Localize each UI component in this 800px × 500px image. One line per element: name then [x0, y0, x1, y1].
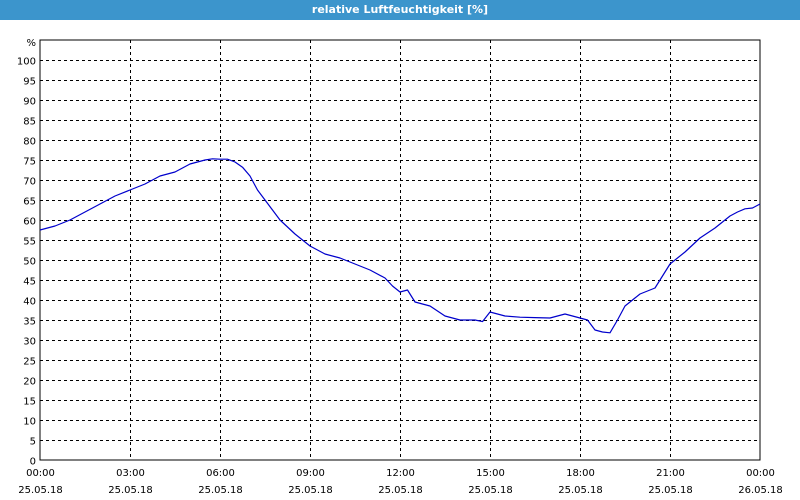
- y-tick-label: 5: [30, 437, 36, 448]
- y-tick-label: 30: [23, 337, 36, 348]
- y-tick-label: 55: [23, 237, 36, 248]
- x-tick-time: 06:00: [206, 468, 235, 479]
- y-tick-label: 65: [23, 197, 36, 208]
- y-axis-label: %: [26, 38, 36, 49]
- x-tick-time: 21:00: [656, 468, 685, 479]
- x-tick-date: 25.05.18: [288, 485, 333, 496]
- y-tick-label: 20: [23, 377, 36, 388]
- y-tick-label: 50: [23, 257, 36, 268]
- x-tick-time: 03:00: [116, 468, 145, 479]
- y-tick-label: 40: [23, 297, 36, 308]
- y-tick-label: 15: [23, 397, 36, 408]
- y-tick-label: 70: [23, 177, 36, 188]
- x-tick-time: 00:00: [746, 468, 775, 479]
- x-tick-time: 00:00: [26, 468, 55, 479]
- x-tick-time: 15:00: [476, 468, 505, 479]
- y-tick-label: 95: [23, 77, 36, 88]
- x-tick-time: 12:00: [386, 468, 415, 479]
- y-tick-label: 35: [23, 317, 36, 328]
- window-title: relative Luftfeuchtigkeit [%]: [0, 0, 800, 20]
- y-tick-label: 100: [17, 57, 36, 68]
- y-tick-label: 85: [23, 117, 36, 128]
- x-tick-date: 25.05.18: [108, 485, 153, 496]
- x-tick-time: 09:00: [296, 468, 325, 479]
- x-tick-date: 25.05.18: [648, 485, 693, 496]
- y-tick-label: 80: [23, 137, 36, 148]
- y-tick-label: 0: [30, 457, 36, 468]
- x-tick-date: 25.05.18: [468, 485, 513, 496]
- y-tick-label: 45: [23, 277, 36, 288]
- x-tick-time: 18:00: [566, 468, 595, 479]
- y-tick-label: 75: [23, 157, 36, 168]
- y-tick-label: 60: [23, 217, 36, 228]
- x-tick-date: 25.05.18: [558, 485, 603, 496]
- humidity-series-line: [39, 158, 761, 334]
- y-tick-label: 10: [23, 417, 36, 428]
- x-tick-date: 26.05.18: [738, 485, 783, 496]
- y-tick-label: 25: [23, 357, 36, 368]
- x-tick-date: 25.05.18: [198, 485, 243, 496]
- y-tick-label: 90: [23, 97, 36, 108]
- humidity-line-chart: 0 5 10 15 20 25 30 35 40 45 50 55 60 65 70 75 80 85 90 95 10…: [17, 38, 783, 496]
- x-tick-date: 25.05.18: [378, 485, 423, 496]
- x-tick-date: 25.05.18: [18, 485, 63, 496]
